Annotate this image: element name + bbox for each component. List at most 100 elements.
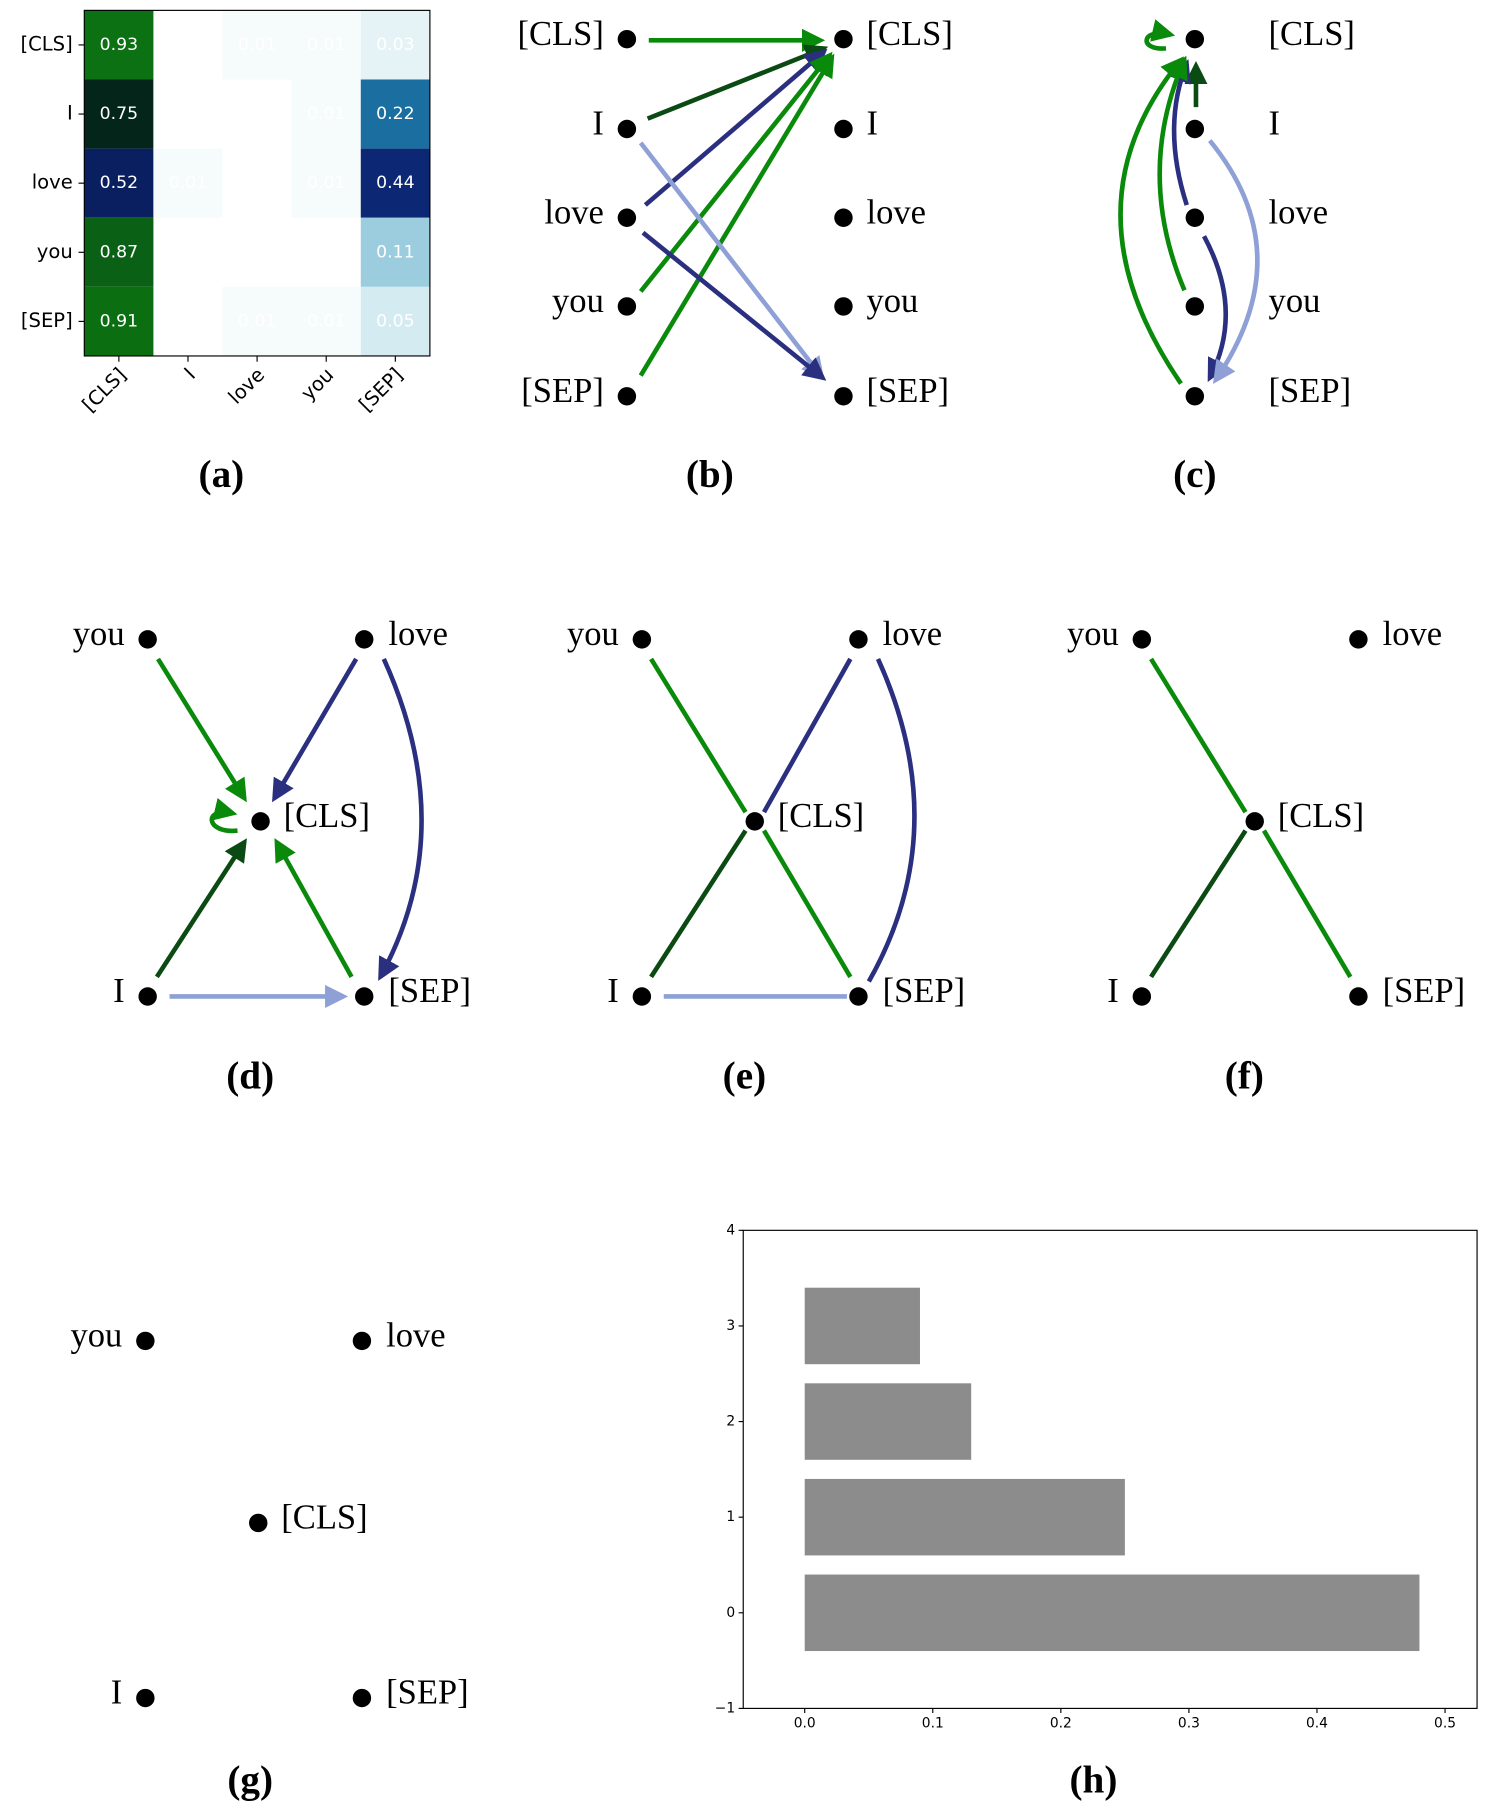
node: [834, 387, 853, 406]
cell-label: 0.03: [376, 35, 414, 55]
heat-cell: [84, 10, 154, 80]
node-label: [CLS]: [517, 15, 603, 53]
bar: [804, 1287, 920, 1365]
node: [849, 987, 868, 1006]
node: [617, 119, 637, 139]
node-label: you: [867, 282, 919, 320]
cell-label: 0.01: [307, 311, 345, 331]
cell-label: 0.93: [100, 35, 138, 55]
heat-cell: [360, 148, 430, 218]
node-label: [SEP]: [386, 1674, 469, 1712]
heat-cell: [153, 148, 223, 218]
x-tick-label: 0.2: [1050, 1715, 1072, 1731]
caption: (d): [226, 1054, 274, 1097]
arrow: [638, 53, 835, 377]
arrow: [378, 657, 424, 981]
node-label: I: [1107, 972, 1119, 1010]
edge: [649, 657, 748, 814]
node-label: you: [552, 282, 604, 320]
cell-label: 0.01: [238, 35, 276, 55]
node-label: love: [388, 615, 447, 653]
node-label: love: [1269, 193, 1328, 231]
node-label: you: [1269, 282, 1321, 320]
y-tick-label: love: [32, 171, 73, 194]
cell-label: 0.52: [100, 173, 138, 193]
node-label: you: [73, 615, 125, 653]
node: [1185, 119, 1205, 139]
heat-cell: [291, 286, 361, 356]
node: [632, 630, 652, 649]
node: [617, 208, 637, 227]
node: [834, 297, 853, 316]
y-tick-label: you: [37, 240, 73, 263]
node-label: I: [111, 1674, 123, 1712]
caption: (e): [723, 1054, 766, 1097]
node-label: [SEP]: [883, 972, 966, 1010]
y-tick-label: 4: [726, 1222, 735, 1238]
cell-label: 0.05: [376, 311, 414, 331]
node: [617, 29, 637, 49]
heat-cell: [84, 217, 154, 287]
arrow: [209, 797, 238, 834]
node: [1349, 630, 1368, 649]
bar: [804, 1574, 1420, 1652]
node-label: you: [70, 1317, 122, 1355]
node-label: love: [867, 193, 926, 231]
arrow: [646, 44, 829, 121]
node: [1349, 987, 1368, 1006]
arrow: [1144, 19, 1176, 51]
bar: [804, 1383, 972, 1460]
arrow: [1208, 139, 1260, 384]
heat-cell: [84, 148, 154, 218]
heat-cell: [360, 79, 430, 149]
node-label: [SEP]: [867, 372, 950, 410]
node-label: [CLS]: [284, 797, 370, 835]
cell-label: 0.87: [100, 242, 138, 262]
edge: [1149, 657, 1248, 814]
node: [834, 119, 853, 139]
x-tick-label: you: [297, 363, 339, 405]
arrow: [156, 657, 247, 803]
cell-label: 0.01: [307, 104, 345, 124]
arrow: [272, 657, 359, 803]
node: [1132, 630, 1152, 649]
cell-label: 0.01: [307, 35, 345, 55]
node: [355, 987, 374, 1006]
heat-cell: [222, 10, 292, 80]
arrow: [641, 230, 827, 381]
node-label: love: [883, 615, 942, 653]
edge: [649, 829, 748, 979]
node: [1132, 987, 1152, 1006]
node-label: love: [386, 1317, 445, 1355]
arrow: [1118, 56, 1184, 385]
node-label: [CLS]: [1269, 15, 1355, 53]
caption: (g): [227, 1758, 273, 1801]
caption: (f): [1225, 1054, 1264, 1097]
y-tick-label: 2: [726, 1414, 735, 1430]
heat-cell: [84, 286, 154, 356]
node-label: [SEP]: [1383, 972, 1466, 1010]
caption: (a): [199, 453, 245, 496]
heat-cell: [291, 79, 361, 149]
node-label: you: [567, 615, 619, 653]
cell-label: 0.91: [100, 311, 138, 331]
x-tick-label: [SEP]: [354, 363, 407, 416]
heat-cell: [291, 10, 361, 80]
node: [136, 1688, 155, 1708]
node-label: [SEP]: [1269, 372, 1352, 410]
node: [617, 387, 637, 406]
edge: [1261, 829, 1353, 979]
node: [355, 630, 374, 649]
heat-cell: [153, 79, 223, 149]
heat-cell: [84, 79, 154, 149]
node-label: [SEP]: [388, 972, 471, 1010]
y-tick-label: [SEP]: [21, 309, 73, 332]
node: [834, 29, 853, 49]
node: [1245, 812, 1264, 831]
cell-label: 0.22: [376, 104, 414, 124]
arrow: [638, 141, 825, 381]
y-tick-label: I: [67, 102, 73, 125]
edge: [761, 657, 853, 814]
y-tick-label: 3: [726, 1318, 735, 1334]
